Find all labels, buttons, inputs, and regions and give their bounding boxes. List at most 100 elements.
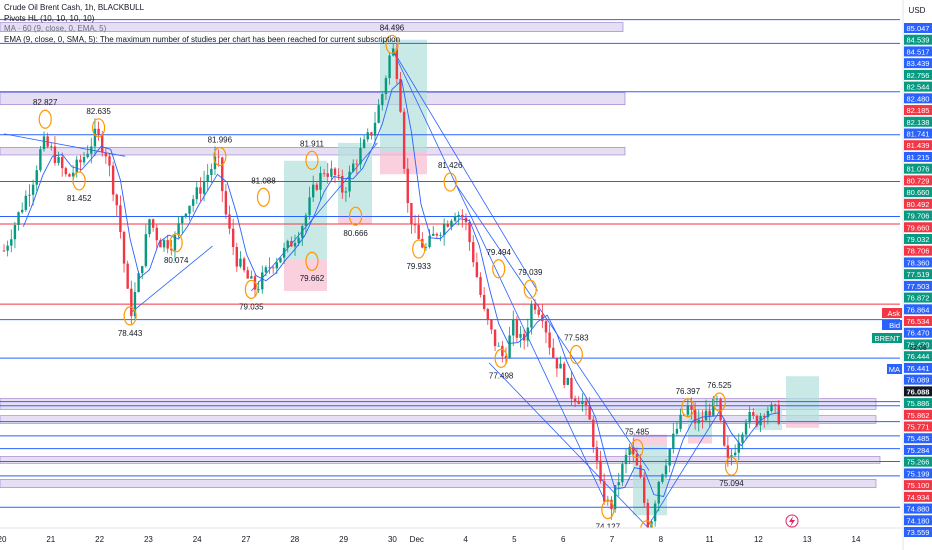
price-label-34: 75.771 [907, 423, 930, 432]
candle-body-150 [548, 332, 551, 348]
x-tick-15: 11 [705, 535, 714, 544]
trend-line-4 [488, 362, 650, 530]
candle-body-3 [13, 225, 17, 240]
price-label-bg-40 [904, 491, 932, 502]
pivot-circle-7 [244, 279, 258, 299]
tag-ask: Ask [887, 309, 900, 318]
candle-body-22 [82, 157, 86, 163]
price-label-bg-29 [904, 362, 932, 373]
price-label-32: 75.886 [907, 399, 930, 408]
candle-body-89 [326, 173, 329, 177]
candle-body-76 [279, 257, 282, 263]
x-tick-6: 28 [290, 535, 299, 544]
candle-body-52 [191, 199, 195, 206]
position-box-3 [338, 214, 372, 224]
price-label-6: 82.480 [907, 94, 930, 103]
study-pivots[interactable]: Pivots HL (10, 10, 10, 10) [4, 13, 95, 23]
zone-0 [0, 22, 624, 32]
candle-body-14 [53, 146, 57, 163]
price-label-bg-31 [904, 386, 932, 397]
candle-body-98 [359, 147, 362, 165]
candle-body-179 [653, 503, 657, 522]
candle-body-62 [228, 214, 231, 229]
candle-body-212 [773, 404, 777, 406]
candle-body-24 [90, 146, 93, 154]
pivot-label-4: 80.074 [164, 256, 189, 265]
candle-body-151 [552, 347, 555, 358]
candle-body-75 [275, 262, 279, 269]
price-label-bg-20 [904, 257, 932, 268]
price-label-bg-35 [904, 433, 932, 444]
candle-body-138 [504, 356, 508, 359]
candle-body-93 [341, 176, 344, 193]
study-ema[interactable]: EMA (9, close, 0, SMA, 5): The maximum n… [4, 34, 401, 44]
price-label-14: 80.660 [907, 188, 930, 197]
flash-icon-bolt [789, 516, 795, 527]
candle-body-196 [715, 398, 719, 400]
candle-body-134 [490, 319, 493, 330]
candle-body-80 [293, 242, 297, 247]
pivot-label-10: 80.666 [343, 229, 368, 238]
pivot-circle-5 [213, 146, 227, 167]
candle-body-121 [442, 224, 446, 236]
x-tick-1: 21 [46, 535, 55, 544]
candle-body-26 [97, 128, 100, 135]
candle-body-60 [221, 157, 224, 192]
candle-body-94 [344, 191, 348, 193]
price-label-7: 82.185 [907, 106, 930, 115]
candle-body-102 [373, 122, 377, 136]
candle-body-137 [501, 345, 504, 357]
tag-bg-0 [882, 308, 902, 318]
candle-body-74 [271, 267, 275, 269]
candle-body-168 [613, 485, 617, 510]
pivot-circle-13 [412, 239, 426, 259]
candle-body-35 [130, 288, 133, 317]
symbol-title[interactable]: Crude Oil Brent Cash, 1h, BLACKBULL [4, 3, 145, 12]
candle-body-81 [297, 237, 300, 243]
candle-body-173 [632, 447, 635, 455]
pivot-circle-21 [681, 398, 695, 418]
trend-line-5 [129, 245, 213, 314]
x-tick-17: 13 [803, 535, 812, 544]
pivot-label-7: 79.035 [239, 302, 264, 311]
price-label-bg-0 [904, 23, 932, 33]
candle-body-53 [195, 187, 198, 200]
price-label-bg-39 [904, 480, 932, 491]
zone-4 [0, 415, 877, 424]
candle-body-139 [508, 335, 511, 359]
price-label-bg-22 [904, 280, 932, 291]
candle-body-201 [733, 452, 737, 456]
position-box-9 [688, 436, 712, 444]
candle-body-73 [268, 267, 271, 269]
candle-body-142 [519, 333, 522, 338]
candle-body-43 [159, 240, 162, 248]
price-label-bg-24 [904, 304, 932, 315]
candle-body-44 [162, 240, 166, 248]
candle-body-171 [624, 454, 628, 465]
chart-legend: Crude Oil Brent Cash, 1h, BLACKBULL Pivo… [4, 3, 400, 45]
tag-bid: Bid [889, 321, 900, 330]
pivot-label-6: 81.088 [251, 176, 276, 185]
candle-body-31 [115, 194, 118, 206]
price-label-1: 84.539 [907, 36, 930, 45]
x-tick-10: 4 [463, 535, 468, 544]
price-label-bg-25 [904, 316, 932, 327]
candle-body-17 [64, 168, 68, 175]
candle-body-155 [566, 377, 570, 385]
price-label-bg-17 [904, 222, 932, 233]
candle-body-20 [75, 159, 78, 173]
candle-body-203 [741, 434, 744, 443]
candle-body-148 [541, 314, 544, 322]
price-label-bg-15 [904, 198, 932, 209]
candle-body-117 [428, 235, 431, 248]
candle-body-131 [479, 276, 482, 295]
candle-body-109 [399, 78, 402, 112]
candle-body-133 [486, 308, 489, 320]
candle-body-197 [719, 398, 722, 421]
study-ma[interactable]: MA · 60 (9, close, 0, EMA, 5) [4, 24, 107, 33]
price-label-21: 77.519 [907, 270, 930, 279]
candle-body-157 [573, 398, 577, 402]
candle-body-211 [770, 404, 773, 411]
